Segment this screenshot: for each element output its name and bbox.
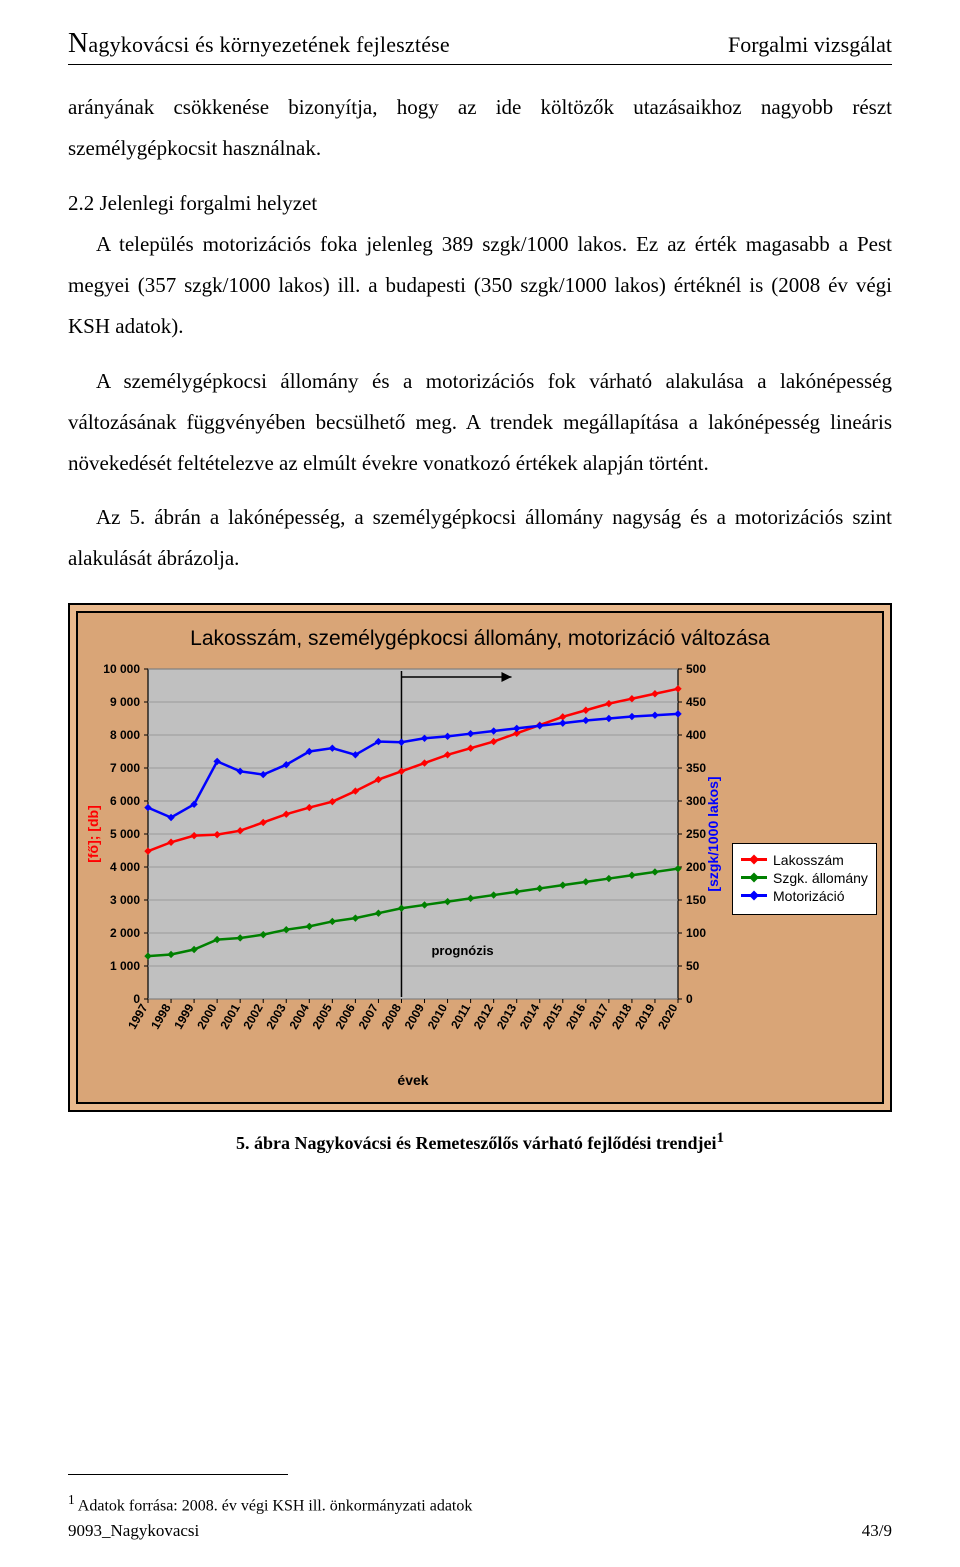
legend-item: Motorizáció [741,888,868,904]
svg-text:7 000: 7 000 [110,761,140,775]
legend-swatch [741,876,767,879]
chart-legend: Lakosszám Szgk. állomány Motorizáció [732,843,877,915]
legend-item: Szgk. állomány [741,870,868,886]
para-3: A személygépkocsi állomány és a motorizá… [68,361,892,484]
svg-text:5 000: 5 000 [110,827,140,841]
svg-text:1 000: 1 000 [110,959,140,973]
footer-right: 43/9 [862,1521,892,1541]
figure-caption: 5. ábra Nagykovácsi és Remeteszőlős várh… [68,1130,892,1154]
svg-text:2018: 2018 [609,1002,635,1032]
figure-caption-text: 5. ábra Nagykovácsi és Remeteszőlős várh… [236,1133,717,1153]
footnote-rule [68,1474,288,1475]
legend-label: Motorizáció [773,888,845,904]
page-footer: 9093_Nagykovacsi 43/9 [68,1521,892,1541]
svg-text:9 000: 9 000 [110,695,140,709]
svg-text:[szgk/1000 lakos]: [szgk/1000 lakos] [705,777,721,892]
footer-left: 9093_Nagykovacsi [68,1521,199,1541]
svg-text:2003: 2003 [263,1002,289,1032]
running-head-left: Nagykovácsi és környezetének fejlesztése [68,28,450,60]
svg-text:150: 150 [686,893,706,907]
header-left-text: agykovácsi és környezetének fejlesztése [88,32,449,57]
footnote-marker: 1 [68,1492,75,1507]
svg-text:2 000: 2 000 [110,926,140,940]
svg-text:2008: 2008 [379,1002,405,1032]
svg-text:2009: 2009 [402,1002,428,1032]
svg-text:250: 250 [686,827,706,841]
dropcap-n: N [68,28,88,59]
svg-text:3 000: 3 000 [110,893,140,907]
svg-text:300: 300 [686,794,706,808]
svg-text:2011: 2011 [448,1002,473,1032]
chart-inner-frame: Lakosszám, személygépkocsi állomány, mot… [76,611,884,1104]
svg-text:prognózis: prognózis [431,943,493,958]
svg-text:100: 100 [686,926,706,940]
svg-text:évek: évek [397,1072,428,1088]
legend-item: Lakosszám [741,852,868,868]
svg-text:2010: 2010 [425,1002,451,1032]
svg-text:2013: 2013 [494,1002,520,1032]
svg-text:2014: 2014 [517,1002,543,1032]
svg-text:2001: 2001 [217,1002,243,1032]
svg-text:450: 450 [686,695,706,709]
svg-text:350: 350 [686,761,706,775]
svg-text:2002: 2002 [240,1002,266,1032]
chart-svg: 0 1 000 2 000 3 000 4 000 5 000 6 000 7 000 8 00… [86,661,726,1091]
svg-text:2005: 2005 [309,1002,335,1032]
svg-text:0: 0 [686,992,693,1006]
svg-text:2012: 2012 [471,1002,497,1032]
legend-swatch [741,894,767,897]
svg-text:2007: 2007 [356,1002,382,1032]
svg-text:1997: 1997 [125,1002,151,1032]
header-rule [68,64,892,65]
svg-text:1999: 1999 [171,1002,197,1032]
svg-text:[fő]; [db]: [fő]; [db] [86,806,101,864]
chart-body: 0 1 000 2 000 3 000 4 000 5 000 6 000 7 000 8 00… [86,661,874,1096]
svg-text:2019: 2019 [632,1002,658,1032]
running-head-right: Forgalmi vizsgálat [728,32,892,58]
figure-caption-sup: 1 [717,1130,725,1146]
svg-text:2015: 2015 [540,1002,566,1032]
para-4: Az 5. ábrán a lakónépesség, a személygép… [68,497,892,579]
running-head: Nagykovácsi és környezetének fejlesztése… [68,28,892,62]
svg-text:50: 50 [686,959,700,973]
svg-text:8 000: 8 000 [110,728,140,742]
footnote: 1 Adatok forrása: 2008. év végi KSH ill.… [68,1491,892,1518]
section-heading: 2.2 Jelenlegi forgalmi helyzet [68,183,892,224]
svg-text:2020: 2020 [655,1002,681,1032]
svg-text:2006: 2006 [333,1002,359,1032]
footnote-text: Adatok forrása: 2008. év végi KSH ill. ö… [75,1498,473,1515]
svg-text:6 000: 6 000 [110,794,140,808]
chart-outer-frame: Lakosszám, személygépkocsi állomány, mot… [68,603,892,1112]
para-2: A település motorizációs foka jelenleg 3… [68,224,892,347]
svg-text:200: 200 [686,860,706,874]
svg-text:2016: 2016 [563,1002,589,1032]
svg-text:2000: 2000 [194,1002,220,1032]
svg-text:400: 400 [686,728,706,742]
svg-text:4 000: 4 000 [110,860,140,874]
svg-text:500: 500 [686,662,706,676]
legend-label: Lakosszám [773,852,844,868]
legend-label: Szgk. állomány [773,870,868,886]
chart-title: Lakosszám, személygépkocsi állomány, mot… [86,627,874,651]
legend-swatch [741,858,767,861]
svg-text:2017: 2017 [586,1002,612,1032]
svg-text:2004: 2004 [286,1002,312,1032]
para-1: arányának csökkenése bizonyítja, hogy az… [68,87,892,169]
svg-text:1998: 1998 [148,1002,174,1032]
svg-text:10 000: 10 000 [103,662,140,676]
chart-plot-column: 0 1 000 2 000 3 000 4 000 5 000 6 000 7 000 8 00… [86,661,726,1096]
